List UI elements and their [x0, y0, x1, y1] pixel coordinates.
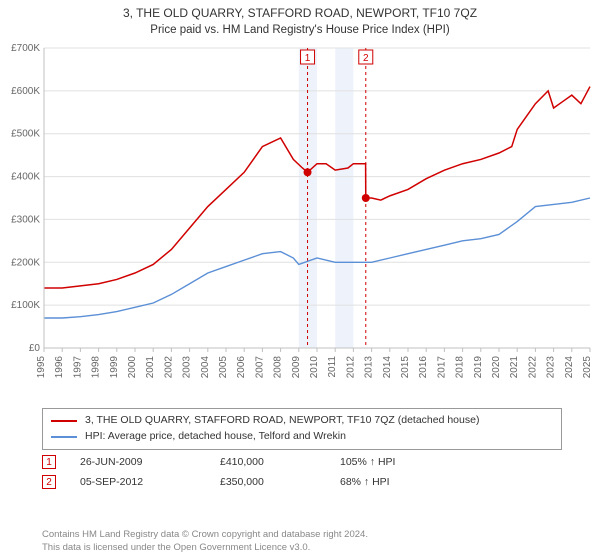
svg-text:£0: £0 — [29, 343, 41, 354]
svg-text:2023: 2023 — [546, 356, 557, 379]
svg-text:1998: 1998 — [91, 356, 102, 379]
svg-text:£200K: £200K — [11, 257, 40, 268]
legend-swatch — [51, 436, 77, 438]
svg-text:£100K: £100K — [11, 300, 40, 311]
svg-text:£700K: £700K — [11, 43, 40, 54]
svg-text:2001: 2001 — [145, 356, 156, 379]
svg-text:2018: 2018 — [455, 356, 466, 379]
event-row: 1 26-JUN-2009£410,000105% ↑ HPI — [42, 452, 562, 472]
event-marker-number: 2 — [42, 475, 56, 489]
svg-text:2003: 2003 — [182, 356, 193, 379]
event-price: £410,000 — [220, 456, 340, 468]
svg-text:2022: 2022 — [527, 356, 538, 379]
svg-text:2009: 2009 — [291, 356, 302, 379]
svg-text:2012: 2012 — [345, 356, 356, 379]
event-marker-number: 1 — [42, 455, 56, 469]
svg-text:£500K: £500K — [11, 129, 40, 140]
svg-text:2019: 2019 — [473, 356, 484, 379]
event-hpi: 105% ↑ HPI — [340, 456, 562, 468]
footer-line1: Contains HM Land Registry data © Crown c… — [42, 529, 368, 541]
svg-text:2002: 2002 — [163, 356, 174, 379]
svg-text:2025: 2025 — [582, 356, 593, 379]
svg-text:£600K: £600K — [11, 86, 40, 97]
event-row: 2 05-SEP-2012£350,00068% ↑ HPI — [42, 472, 562, 492]
event-table: 1 26-JUN-2009£410,000105% ↑ HPI 2 05-SEP-20… — [42, 452, 562, 492]
footer-line2: This data is licensed under the Open Gov… — [42, 542, 368, 554]
legend-item: 3, THE OLD QUARRY, STAFFORD ROAD, NEWPOR… — [51, 413, 553, 429]
svg-text:£400K: £400K — [11, 172, 40, 183]
legend-swatch — [51, 420, 77, 422]
svg-text:2000: 2000 — [127, 356, 138, 379]
svg-text:2007: 2007 — [254, 356, 265, 379]
event-price: £350,000 — [220, 476, 340, 488]
event-date: 26-JUN-2009 — [80, 456, 220, 468]
legend: 3, THE OLD QUARRY, STAFFORD ROAD, NEWPOR… — [42, 408, 562, 450]
svg-text:1999: 1999 — [109, 356, 120, 379]
svg-text:2017: 2017 — [436, 356, 447, 379]
svg-text:1995: 1995 — [36, 356, 47, 379]
footer-attribution: Contains HM Land Registry data © Crown c… — [42, 529, 368, 554]
svg-text:1996: 1996 — [54, 356, 65, 379]
svg-text:2013: 2013 — [364, 356, 375, 379]
svg-text:2008: 2008 — [273, 356, 284, 379]
event-hpi: 68% ↑ HPI — [340, 476, 562, 488]
chart-area: £0 £100K £200K £300K £400K £500K £600K £700K 199… — [0, 40, 600, 400]
chart-title: 3, THE OLD QUARRY, STAFFORD ROAD, NEWPOR… — [0, 0, 600, 22]
svg-text:2: 2 — [363, 53, 369, 64]
svg-text:1997: 1997 — [72, 356, 83, 379]
svg-text:£300K: £300K — [11, 214, 40, 225]
svg-text:2016: 2016 — [418, 356, 429, 379]
svg-text:2021: 2021 — [509, 356, 520, 379]
svg-text:2005: 2005 — [218, 356, 229, 379]
event-date: 05-SEP-2012 — [80, 476, 220, 488]
chart-subtitle: Price paid vs. HM Land Registry's House … — [0, 22, 600, 36]
svg-text:1: 1 — [305, 53, 311, 64]
legend-item: HPI: Average price, detached house, Telf… — [51, 429, 553, 445]
svg-text:2015: 2015 — [400, 356, 411, 379]
svg-text:2006: 2006 — [236, 356, 247, 379]
svg-text:2011: 2011 — [327, 356, 338, 378]
svg-text:2024: 2024 — [564, 356, 575, 379]
svg-text:2014: 2014 — [382, 356, 393, 379]
svg-text:2020: 2020 — [491, 356, 502, 379]
svg-text:2010: 2010 — [309, 356, 320, 379]
legend-label: HPI: Average price, detached house, Telf… — [85, 429, 346, 445]
svg-text:2004: 2004 — [200, 356, 211, 379]
line-chart-svg: £0 £100K £200K £300K £400K £500K £600K £700K 199… — [0, 40, 600, 400]
legend-label: 3, THE OLD QUARRY, STAFFORD ROAD, NEWPOR… — [85, 413, 479, 429]
